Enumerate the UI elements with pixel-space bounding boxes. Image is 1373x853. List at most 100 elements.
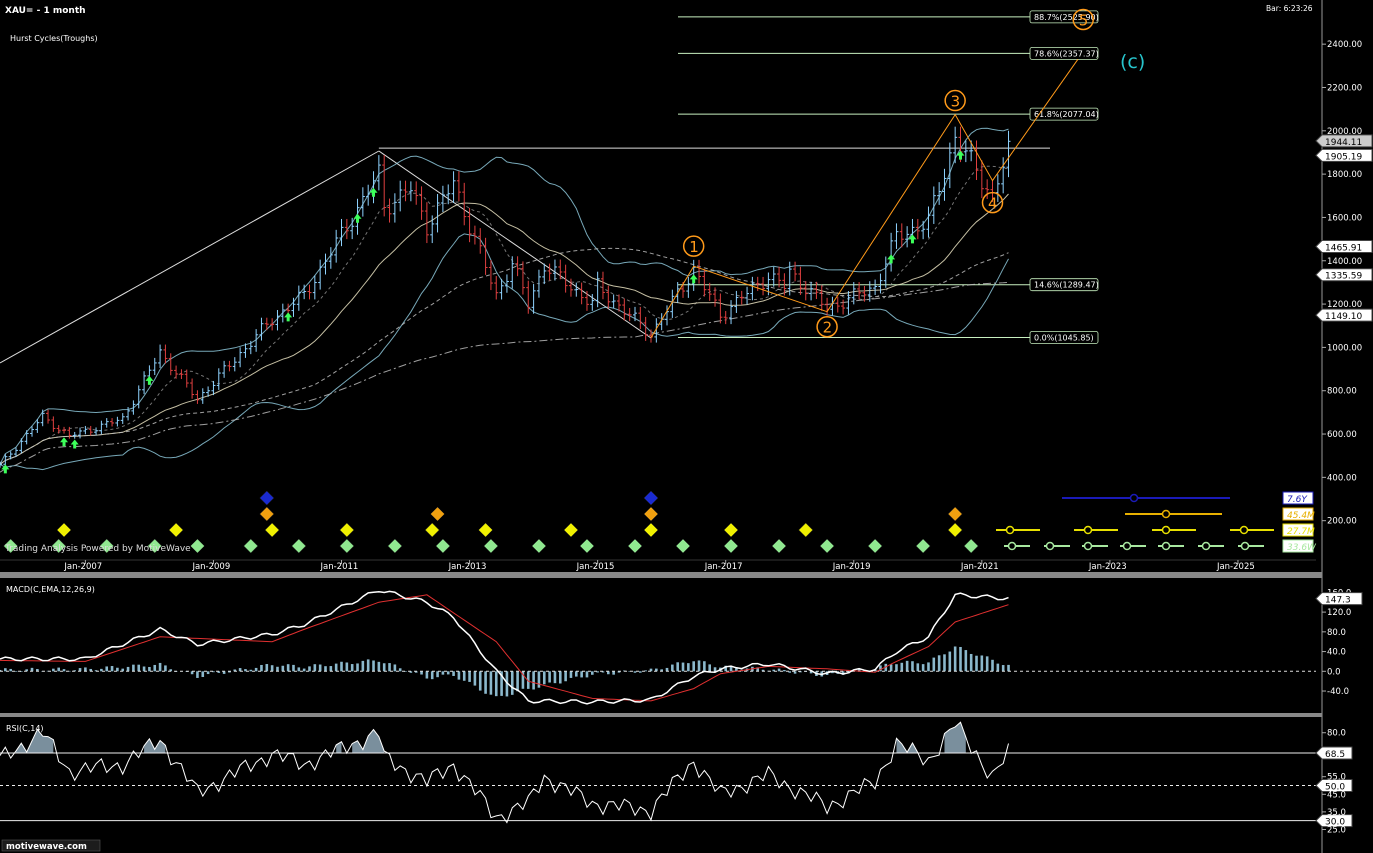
macd-histogram-bar [254, 667, 258, 672]
macd-histogram-bar [959, 646, 962, 672]
panel-splitter-macd[interactable] [0, 572, 1322, 578]
macd-histogram-bar [644, 670, 647, 672]
macd-histogram-bar [334, 663, 338, 672]
macd-value-box [1315, 592, 1363, 606]
last-price-label: 1905.19 [1325, 152, 1362, 162]
cycle-diamond [723, 538, 739, 554]
rsi-level-box [1315, 814, 1353, 828]
up-arrow-icon [887, 254, 896, 264]
ma-value-label: 1335.59 [1325, 272, 1362, 282]
macd-histogram-bar [895, 664, 898, 672]
macd-histogram-bar [553, 671, 557, 684]
cycle-projection-dot [1161, 541, 1171, 551]
time-tick-label: Jan-2007 [63, 562, 102, 572]
macd-line [0, 590, 1009, 705]
macd-histogram-bar [212, 671, 215, 673]
macd-histogram-bar [73, 670, 77, 672]
up-arrow-icon [956, 150, 965, 160]
cycle-projection-dot [1045, 541, 1055, 551]
fib-label-box [1029, 331, 1099, 344]
macd-histogram-bar [222, 671, 226, 674]
macd-histogram-bar [404, 671, 407, 672]
ma-60-dashed [0, 247, 1009, 465]
cycle-diamond [56, 522, 72, 538]
wave-circle [944, 89, 966, 112]
trendline-down [378, 150, 652, 339]
macd-tick-label: 120.0 [1327, 608, 1351, 618]
macd-histogram-bar [953, 646, 957, 672]
macd-histogram-bar [772, 669, 776, 672]
macd-histogram-bar [574, 671, 578, 677]
time-tick-label: Jan-2023 [1088, 562, 1127, 572]
cycle-period-box [1282, 491, 1314, 505]
macd-histogram-bar [441, 671, 445, 675]
macd-histogram-bar [462, 671, 466, 681]
macd-histogram-bar [78, 668, 82, 672]
up-arrow-icon [353, 213, 362, 223]
rsi-panel[interactable]: 68.5 50.0 30.025.0 35.0 45.0 55.0 80.0 [0, 721, 1353, 835]
macd-histogram-bar [510, 671, 514, 695]
macd-histogram-bar [297, 667, 301, 672]
macd-histogram-bar [249, 669, 253, 672]
macd-histogram-bar [126, 666, 130, 672]
macd-histogram-bar [655, 668, 658, 672]
macd-histogram-bar [286, 664, 290, 672]
macd-histogram-bar [591, 671, 594, 675]
macd-histogram-bar [260, 664, 263, 672]
macd-tick-label: -40.0 [1327, 687, 1349, 697]
macd-histogram-bar [484, 671, 487, 694]
macd-histogram-bar [889, 664, 893, 672]
macd-histogram-bar [783, 669, 786, 672]
macd-histogram-bar [25, 669, 28, 672]
bar-timer: Bar: 6:23:26 [1266, 4, 1313, 13]
macd-histogram-bar [0, 669, 2, 672]
elliott-waves: 1 2 3 4 5 [650, 8, 1094, 338]
fib-label: 61.8%(2077.04) [1034, 110, 1099, 119]
macd-histogram-bar [969, 653, 973, 672]
panel-splitter-rsi[interactable] [0, 713, 1322, 717]
macd-histogram-bar [9, 668, 12, 672]
macd-histogram-bar [708, 664, 711, 672]
macd-histogram-bar [324, 666, 327, 672]
macd-histogram-bar [991, 659, 994, 672]
logo-badge[interactable] [1, 839, 101, 852]
macd-histogram-bar [452, 671, 455, 676]
time-tick-label: Jan-2017 [704, 562, 743, 572]
macd-value-label: 147.3 [1325, 596, 1351, 606]
macd-histogram-bar [729, 665, 733, 672]
cycle-diamond [947, 522, 963, 538]
macd-histogram-bar [703, 661, 706, 672]
macd-histogram-bar [532, 671, 535, 690]
rsi-tick-label: 25.0 [1327, 825, 1346, 835]
fib-label: 0.0%(1045.85) [1034, 333, 1094, 342]
time-tick-label: Jan-2013 [448, 562, 487, 572]
rsi-level-label: 30.0 [1325, 818, 1345, 828]
macd-histogram-bar [276, 666, 279, 672]
cycle-period-box [1282, 507, 1314, 521]
cycle-diamond [915, 538, 931, 554]
cycle-period-box [1282, 539, 1314, 553]
macd-histogram-bar [500, 671, 503, 696]
wave-circle [816, 315, 838, 338]
wave-label: 2 [823, 319, 833, 337]
macd-histogram-bar [996, 663, 1000, 672]
price-bars [0, 126, 1011, 474]
rsi-title: RSI(C,14) [6, 724, 44, 733]
cycle-diamond [947, 506, 963, 522]
cycle-projection-dot [1122, 541, 1132, 551]
ma-value-label: 1149.10 [1325, 312, 1362, 322]
rsi-overbought-fill [896, 738, 918, 753]
macd-histogram-bar [142, 666, 146, 672]
macd-tick-label: 80.0 [1327, 628, 1346, 638]
macd-histogram-bar [206, 671, 210, 675]
macd-histogram-bar [537, 671, 541, 688]
macd-histogram-bar [943, 654, 946, 672]
macd-histogram-bar [799, 671, 802, 673]
macd-histogram-bar [687, 663, 690, 672]
ma-24 [0, 193, 1009, 465]
cycle-diamond [291, 538, 307, 554]
macd-histogram-bar [153, 664, 157, 672]
wave-label: 5 [1079, 11, 1089, 29]
